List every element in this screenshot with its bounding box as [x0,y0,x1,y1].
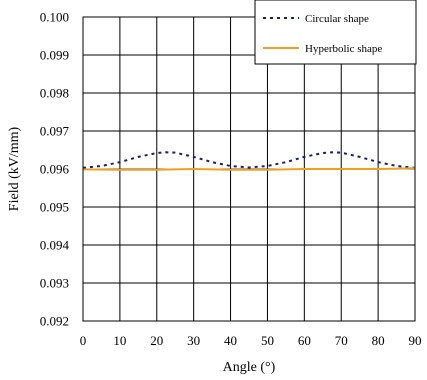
x-tick-label: 50 [261,333,274,348]
legend: Circular shape Hyperbolic shape [254,0,417,65]
tick-labels: 0 10 20 30 40 50 60 70 80 90 0.092 0.093 0.094 0.095 0… [40,10,422,349]
x-tick-label: 10 [113,333,126,348]
y-tick-label: 0.096 [40,162,70,177]
legend-label-1: Hyperbolic shape [305,43,382,55]
legend-label-0: Circular shape [305,13,369,25]
x-tick-label: 20 [150,333,163,348]
y-tick-label: 0.094 [40,238,70,253]
legend-box [254,0,417,65]
series-layer [82,151,416,171]
y-tick-label: 0.097 [40,124,70,139]
y-tick-label: 0.095 [40,200,69,215]
y-tick-label: 0.100 [40,10,69,25]
y-axis-title: Field (kV/mm) [7,126,22,211]
y-tick-label: 0.098 [40,86,69,101]
y-tick-label: 0.092 [40,314,69,329]
x-tick-label: 40 [224,333,237,348]
series-line-1 [82,167,416,171]
x-tick-label: 30 [187,333,200,348]
x-tick-label: 60 [298,333,311,348]
y-tick-label: 0.093 [40,276,69,291]
x-tick-label: 80 [372,333,385,348]
x-tick-label: 0 [80,333,87,348]
series-line-0 [82,151,416,169]
y-tick-label: 0.099 [40,48,69,63]
x-tick-label: 70 [335,333,348,348]
x-tick-label: 90 [409,333,422,348]
plot-frame [82,16,416,322]
x-axis-title: Angle (°) [223,360,276,375]
